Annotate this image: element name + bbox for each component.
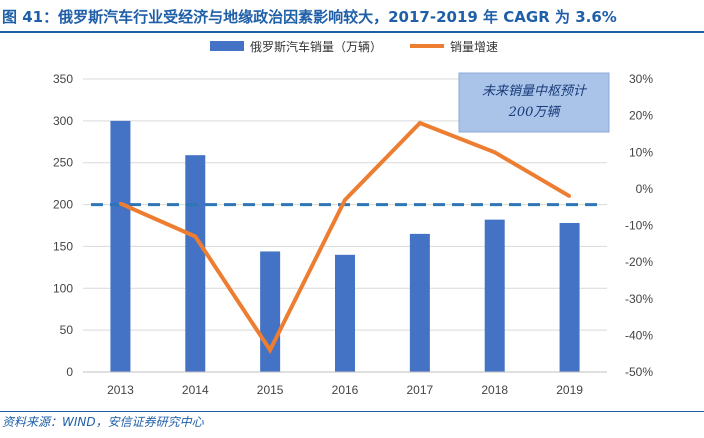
x-tick-label: 2017 <box>407 383 434 397</box>
right-tick-label: -20% <box>625 255 653 269</box>
source-note: 资料来源：WIND，安信证券研究中心 <box>2 415 204 429</box>
right-tick-label: 30% <box>629 72 653 86</box>
legend-label-line: 销量增速 <box>450 40 498 54</box>
title-rule <box>0 31 704 33</box>
annotation-background <box>458 72 610 133</box>
growth-point-2013 <box>118 202 122 206</box>
left-tick-label: 200 <box>53 198 73 212</box>
x-tick-label: 2016 <box>332 383 359 397</box>
right-tick-label: 20% <box>629 109 653 123</box>
left-tick-label: 100 <box>53 281 73 295</box>
right-tick-label: 10% <box>629 145 653 159</box>
bar-2015 <box>260 251 281 372</box>
x-tick-label: 2014 <box>182 383 209 397</box>
legend-swatch-bar <box>210 41 244 51</box>
right-tick-label: -10% <box>625 219 653 233</box>
right-tick-label: 0% <box>636 182 654 196</box>
annotation-box: 未来销量中枢预计 200万辆 <box>458 72 610 133</box>
growth-point-2014 <box>193 234 197 238</box>
left-tick-label: 50 <box>60 323 74 337</box>
x-axis-ticks: 2013 2014 2015 2016 2017 2018 2019 <box>83 371 607 397</box>
bar-2019 <box>559 222 580 372</box>
left-tick-label: 300 <box>53 114 73 128</box>
growth-point-2015 <box>268 348 272 352</box>
x-tick-label: 2015 <box>257 383 284 397</box>
legend-label-bar: 俄罗斯汽车销量（万辆） <box>250 39 382 54</box>
left-tick-label: 250 <box>53 156 73 170</box>
left-axis-ticks: 0 50 100 150 200 250 300 350 <box>53 72 73 379</box>
right-axis-ticks: -50% -40% -30% -20% -10% 0% 10% 20% 30% <box>625 72 653 379</box>
growth-point-2016 <box>343 198 347 202</box>
left-tick-label: 350 <box>53 72 73 86</box>
bar-2016 <box>335 254 355 372</box>
right-tick-label: -50% <box>625 365 653 379</box>
right-tick-label: -40% <box>625 328 653 342</box>
bar-2018 <box>484 219 505 372</box>
growth-point-2017 <box>418 121 422 125</box>
annotation-text: 200万辆 <box>508 105 562 120</box>
growth-point-2019 <box>568 194 572 198</box>
left-tick-label: 150 <box>53 239 73 253</box>
figure-title: 图 41：俄罗斯汽车行业受经济与地缘政治因素影响较大，2017-2019 年 C… <box>2 8 617 26</box>
annotation-text: 未来销量中枢预计 <box>482 84 588 99</box>
left-tick-label: 0 <box>66 365 73 379</box>
right-tick-label: -30% <box>625 292 653 306</box>
chart: 0 50 100 150 200 250 300 350 -50% -40% -30% -20% -1… <box>53 39 653 397</box>
legend: 俄罗斯汽车销量（万辆） 销量增速 <box>210 39 498 54</box>
bar-2017 <box>409 233 430 372</box>
x-tick-label: 2018 <box>481 383 508 397</box>
x-tick-label: 2013 <box>107 383 134 397</box>
source-rule <box>0 411 704 412</box>
growth-point-2018 <box>493 150 497 154</box>
bar-2014 <box>185 155 206 372</box>
bar-2013 <box>110 120 131 372</box>
x-tick-label: 2019 <box>556 383 583 397</box>
growth-line-series <box>118 120 572 354</box>
